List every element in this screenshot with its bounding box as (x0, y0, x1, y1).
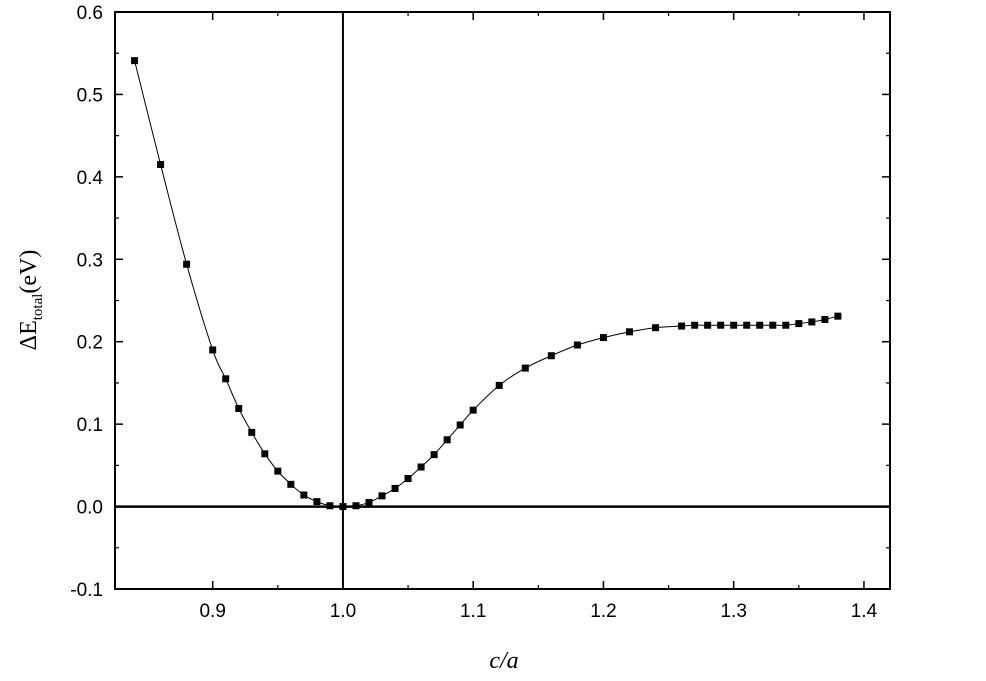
data-point (730, 321, 738, 329)
data-point (131, 57, 139, 65)
series-line (134, 60, 839, 508)
x-tick-label: 1.4 (851, 601, 878, 622)
data-point (704, 321, 712, 329)
data-point (547, 352, 555, 360)
data-point (808, 318, 816, 326)
data-point (573, 341, 581, 349)
data-point (352, 502, 360, 510)
y-tick-label: 0.5 (77, 85, 103, 106)
y-tick-label: 0.0 (77, 498, 103, 519)
plot-frame (114, 11, 891, 590)
data-point (469, 406, 477, 414)
data-point (756, 321, 764, 329)
data-point (274, 467, 282, 475)
data-point (495, 381, 503, 389)
data-point (678, 322, 686, 330)
data-point (743, 321, 751, 329)
data-point (248, 428, 256, 436)
data-point (821, 315, 829, 323)
data-point (391, 484, 399, 492)
y-axis-title-prefix: ΔE (16, 320, 42, 350)
y-tick-label: 0.2 (77, 333, 103, 354)
data-point (456, 421, 464, 429)
x-tick-label: 1.0 (330, 601, 356, 622)
data-point (222, 375, 230, 383)
data-point (157, 160, 165, 168)
y-axis-title-suffix: (eV) (16, 250, 42, 294)
y-axis-title-subscript: total (30, 294, 46, 321)
y-tick-label: 0.1 (77, 415, 103, 436)
data-point (625, 328, 633, 336)
data-point (782, 321, 790, 329)
data-point (183, 260, 191, 268)
data-point (417, 463, 425, 471)
y-tick-label: 0.6 (77, 3, 103, 24)
data-point (521, 364, 529, 372)
x-axis-title: c/a (489, 648, 518, 674)
x-tick-label: 1.1 (460, 601, 486, 622)
data-point (430, 451, 438, 459)
y-tick-label: 0.4 (77, 168, 104, 189)
y-axis-title: ΔEtotal(eV) (16, 250, 46, 351)
data-point (769, 321, 777, 329)
x-tick-label: 0.9 (199, 601, 225, 622)
data-point (300, 491, 308, 499)
y-tick-label: -0.1 (70, 580, 103, 601)
data-point (795, 320, 803, 328)
data-point (339, 503, 347, 511)
data-point (599, 334, 607, 342)
data-point (717, 321, 725, 329)
data-point (652, 324, 660, 332)
data-point (691, 321, 699, 329)
data-point (443, 436, 451, 444)
data-point (378, 492, 386, 500)
data-point (404, 475, 412, 483)
data-point (235, 404, 243, 412)
data-point (834, 312, 842, 320)
data-point (313, 498, 321, 506)
data-point (365, 498, 373, 506)
data-point (326, 502, 334, 510)
x-tick-label: 1.2 (590, 601, 616, 622)
data-point (209, 346, 217, 354)
y-tick-label: 0.3 (77, 250, 103, 271)
x-tick-label: 1.3 (720, 601, 746, 622)
data-point (261, 450, 269, 458)
data-point (287, 480, 295, 488)
